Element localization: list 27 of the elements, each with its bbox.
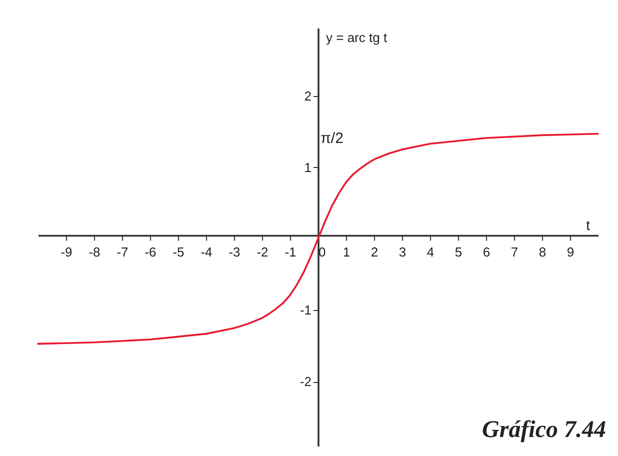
x-tick-label: -9	[60, 244, 72, 260]
x-tick-label: 9	[566, 244, 574, 260]
y-tick-label: -2	[300, 374, 312, 390]
x-tick-label: -5	[172, 244, 184, 260]
x-tick-label: 2	[370, 244, 378, 260]
x-tick-label: 3	[398, 244, 406, 260]
x-tick-label: 7	[510, 244, 518, 260]
x-tick-label: 6	[482, 244, 490, 260]
x-tick-label: -2	[256, 244, 268, 260]
x-tick-label: -8	[88, 244, 100, 260]
y-tick-label: 1	[304, 160, 312, 175]
x-tick-label: -6	[144, 244, 156, 260]
x-tick-label: -7	[116, 244, 128, 260]
x-axis-title: t	[586, 216, 590, 233]
y-tick-label: -1	[300, 302, 312, 318]
x-tick-label: 8	[538, 244, 546, 260]
annotation: Gráfico 7.44	[482, 417, 606, 443]
x-tick-label: 5	[454, 244, 462, 260]
line-series	[37, 132, 599, 345]
annotation: π/2	[320, 130, 344, 147]
x-tick-label: 1	[342, 244, 350, 260]
x-tick-label: -4	[200, 244, 212, 260]
y-axis-title: y = arc tg t	[326, 30, 388, 45]
x-tick-label: -3	[228, 244, 240, 260]
x-tick-label: 4	[426, 244, 434, 260]
y-tick-label: 2	[304, 88, 312, 104]
x-tick-label: -1	[284, 244, 296, 260]
